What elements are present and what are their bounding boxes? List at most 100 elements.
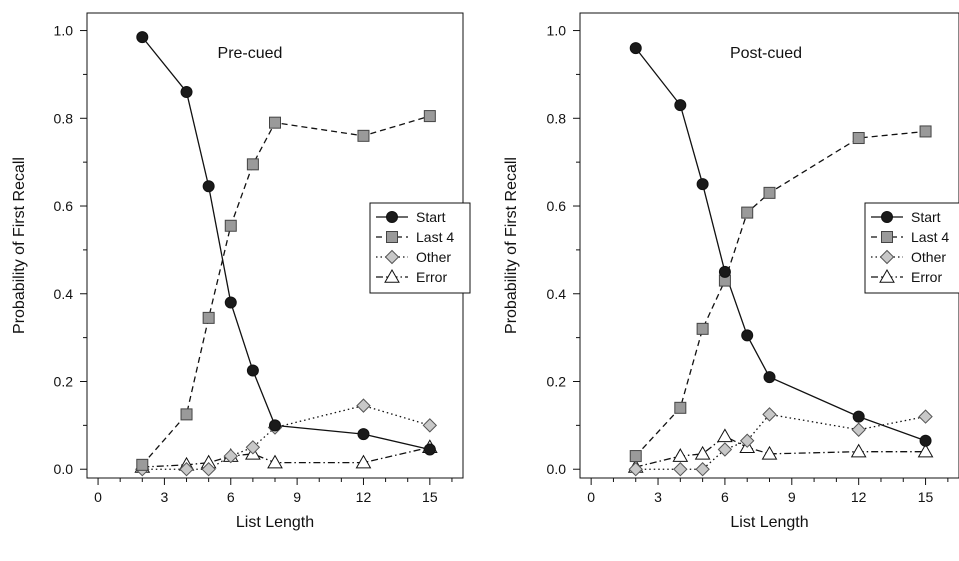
data-point [267, 454, 283, 469]
series-line-other [635, 413, 926, 470]
y-tick-label: 0.2 [54, 373, 74, 389]
y-tick-label: 1.0 [547, 23, 567, 39]
data-point [850, 443, 867, 458]
legend-marker [879, 249, 895, 265]
legend-marker [386, 211, 398, 223]
data-point [919, 434, 932, 447]
data-point [136, 458, 149, 471]
legend-label: Error [416, 269, 447, 285]
legend-marker [881, 231, 893, 243]
y-tick-label: 0.0 [547, 461, 567, 477]
data-point [355, 454, 372, 469]
data-point [180, 85, 193, 98]
data-point [357, 428, 370, 441]
data-point [696, 178, 709, 191]
data-point [696, 322, 709, 335]
y-tick-label: 0.0 [54, 461, 74, 477]
data-point [673, 462, 688, 477]
x-axis-label: List Length [730, 514, 808, 531]
y-axis-label: Probability of First Recall [11, 157, 28, 334]
data-point [629, 42, 642, 55]
series-markers-error [627, 428, 934, 473]
series-markers-last-4 [629, 125, 932, 463]
data-point [245, 440, 261, 455]
data-point [762, 407, 777, 422]
data-point [224, 296, 237, 309]
data-point [246, 158, 259, 171]
data-point [356, 398, 371, 413]
series-markers-other [628, 407, 933, 477]
data-point [136, 31, 149, 44]
legend-label: Error [911, 269, 942, 285]
data-point [694, 445, 711, 460]
data-point [695, 462, 710, 477]
x-tick-label: 3 [654, 489, 662, 505]
x-tick-label: 15 [422, 489, 438, 505]
y-tick-label: 0.8 [54, 110, 74, 126]
y-axis-label: Probability of First Recall [503, 157, 520, 334]
data-point [269, 116, 281, 129]
legend-marker [384, 249, 400, 265]
chart-title: Post-cued [730, 45, 802, 62]
data-point [246, 364, 259, 377]
legend-marker [881, 211, 893, 223]
legend-marker [386, 231, 398, 243]
x-axis-label: List Length [236, 514, 314, 531]
y-tick-label: 0.4 [547, 286, 567, 302]
data-point [919, 125, 932, 138]
series-markers-start [136, 31, 436, 456]
data-point [717, 442, 733, 457]
data-point [852, 410, 865, 423]
legend-marker [384, 268, 400, 283]
data-point [628, 462, 643, 477]
data-point [269, 419, 281, 432]
legend-label: Other [416, 249, 451, 265]
series-line-last-4 [141, 115, 431, 466]
chart-panel-pre-cued: 0 3 6 9 12 15 0.0 0.2 0.4 0.6 0.8 1.0 List Length Pro… [11, 12, 471, 531]
series-line-other [142, 404, 431, 470]
data-point [918, 409, 933, 424]
x-tick-label: 0 [94, 489, 102, 505]
series-markers-other [135, 398, 438, 477]
legend-box [864, 202, 959, 294]
legend-label: Start [416, 209, 446, 225]
data-point [674, 401, 687, 414]
series-markers-last-4 [136, 110, 436, 471]
data-point [763, 371, 776, 384]
series-line-start [635, 47, 926, 442]
data-point [629, 450, 642, 463]
x-tick-label: 6 [721, 489, 729, 505]
data-point [423, 443, 436, 456]
x-tick-label: 3 [161, 489, 169, 505]
data-point [718, 265, 731, 278]
series-markers-start [629, 42, 932, 447]
x-tick-label: 12 [851, 489, 867, 505]
data-point [357, 129, 370, 142]
x-tick-label: 6 [227, 489, 235, 505]
y-tick-label: 0.8 [547, 110, 567, 126]
data-point [202, 180, 215, 193]
x-tick-label: 9 [788, 489, 796, 505]
legend-label: Last 4 [911, 229, 949, 245]
chart-svg-pre-cued: 0 3 6 9 12 15 0.0 0.2 0.4 0.6 0.8 1.0 List Length Pro… [11, 12, 471, 531]
data-point [851, 422, 866, 437]
data-point [739, 433, 755, 448]
x-tick-label: 9 [293, 489, 301, 505]
chart-panel-post-cued: 0 3 6 9 12 15 0.0 0.2 0.4 0.6 0.8 1.0 List Length Pro… [496, 0, 959, 561]
data-point [741, 206, 754, 219]
x-tick-label: 15 [918, 489, 934, 505]
series-line-start [141, 36, 430, 451]
data-point [761, 445, 778, 460]
y-tick-label: 1.0 [54, 23, 74, 39]
chart-svg-post-cued: 0 3 6 9 12 15 0.0 0.2 0.4 0.6 0.8 1.0 List Length Pro… [503, 12, 959, 531]
data-point [422, 418, 438, 433]
data-point [917, 443, 934, 458]
data-point [852, 132, 865, 145]
y-tick-label: 0.2 [547, 373, 567, 389]
data-point [179, 462, 194, 477]
legend-marker [879, 268, 895, 283]
data-point [201, 462, 216, 477]
x-tick-label: 0 [587, 489, 595, 505]
y-tick-label: 0.6 [54, 198, 74, 214]
x-tick-label: 12 [356, 489, 372, 505]
